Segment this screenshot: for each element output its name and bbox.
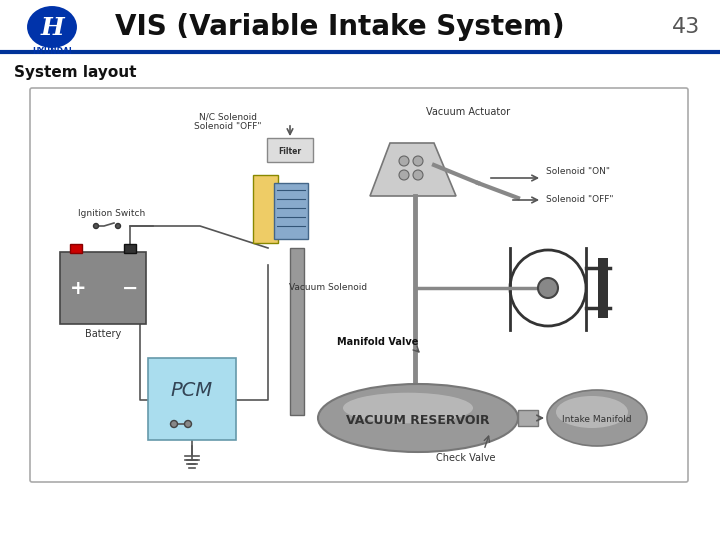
Text: N/C Solenoid: N/C Solenoid <box>199 112 257 121</box>
Bar <box>60 252 146 324</box>
Text: Ignition Switch: Ignition Switch <box>78 210 145 219</box>
Bar <box>518 410 538 426</box>
Text: Manifold Valve: Manifold Valve <box>337 337 419 347</box>
Text: Solenoid "ON": Solenoid "ON" <box>546 167 610 177</box>
Bar <box>253 175 278 243</box>
Ellipse shape <box>547 390 647 446</box>
Ellipse shape <box>556 396 628 428</box>
Text: PCM: PCM <box>171 381 213 401</box>
Polygon shape <box>370 143 456 196</box>
Text: Intake Manifold: Intake Manifold <box>562 415 632 424</box>
Text: +: + <box>70 279 86 298</box>
Bar <box>598 258 608 318</box>
Text: Solenoid "OFF": Solenoid "OFF" <box>194 122 262 131</box>
Ellipse shape <box>318 384 518 452</box>
Circle shape <box>115 224 120 228</box>
Text: H: H <box>40 16 64 40</box>
Bar <box>70 244 82 253</box>
Text: Solenoid "OFF": Solenoid "OFF" <box>546 195 613 205</box>
Circle shape <box>399 156 409 166</box>
Text: Vacuum Solenoid: Vacuum Solenoid <box>289 284 367 293</box>
Text: 43: 43 <box>672 17 700 37</box>
Circle shape <box>538 278 558 298</box>
Circle shape <box>184 421 192 428</box>
Bar <box>290 248 304 415</box>
Circle shape <box>94 224 99 228</box>
Text: VIS (Variable Intake System): VIS (Variable Intake System) <box>115 13 564 41</box>
Circle shape <box>413 156 423 166</box>
Text: Battery: Battery <box>85 329 121 339</box>
Text: Filter: Filter <box>279 146 302 156</box>
Circle shape <box>171 421 178 428</box>
FancyBboxPatch shape <box>267 138 313 162</box>
Ellipse shape <box>343 393 473 423</box>
Text: Vacuum Actuator: Vacuum Actuator <box>426 107 510 117</box>
Bar <box>124 244 136 253</box>
FancyBboxPatch shape <box>30 88 688 482</box>
Text: VACUUM RESERVOIR: VACUUM RESERVOIR <box>346 414 490 427</box>
Circle shape <box>399 170 409 180</box>
Bar <box>274 183 308 239</box>
Text: System layout: System layout <box>14 64 137 79</box>
Circle shape <box>413 170 423 180</box>
Bar <box>148 358 236 440</box>
Text: −: − <box>122 279 138 298</box>
Text: Check Valve: Check Valve <box>436 453 496 463</box>
Text: HYUNDAI: HYUNDAI <box>32 48 72 57</box>
Ellipse shape <box>26 5 78 49</box>
